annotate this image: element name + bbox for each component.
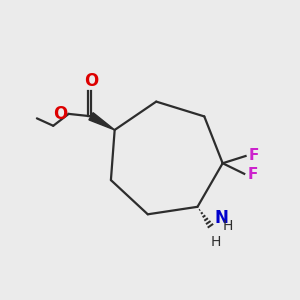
Text: H: H (222, 219, 233, 233)
Text: F: F (248, 167, 258, 182)
Polygon shape (89, 113, 115, 130)
Text: H: H (210, 235, 221, 249)
Text: O: O (84, 71, 98, 89)
Text: F: F (249, 148, 260, 163)
Text: N: N (214, 209, 228, 227)
Text: O: O (53, 105, 67, 123)
